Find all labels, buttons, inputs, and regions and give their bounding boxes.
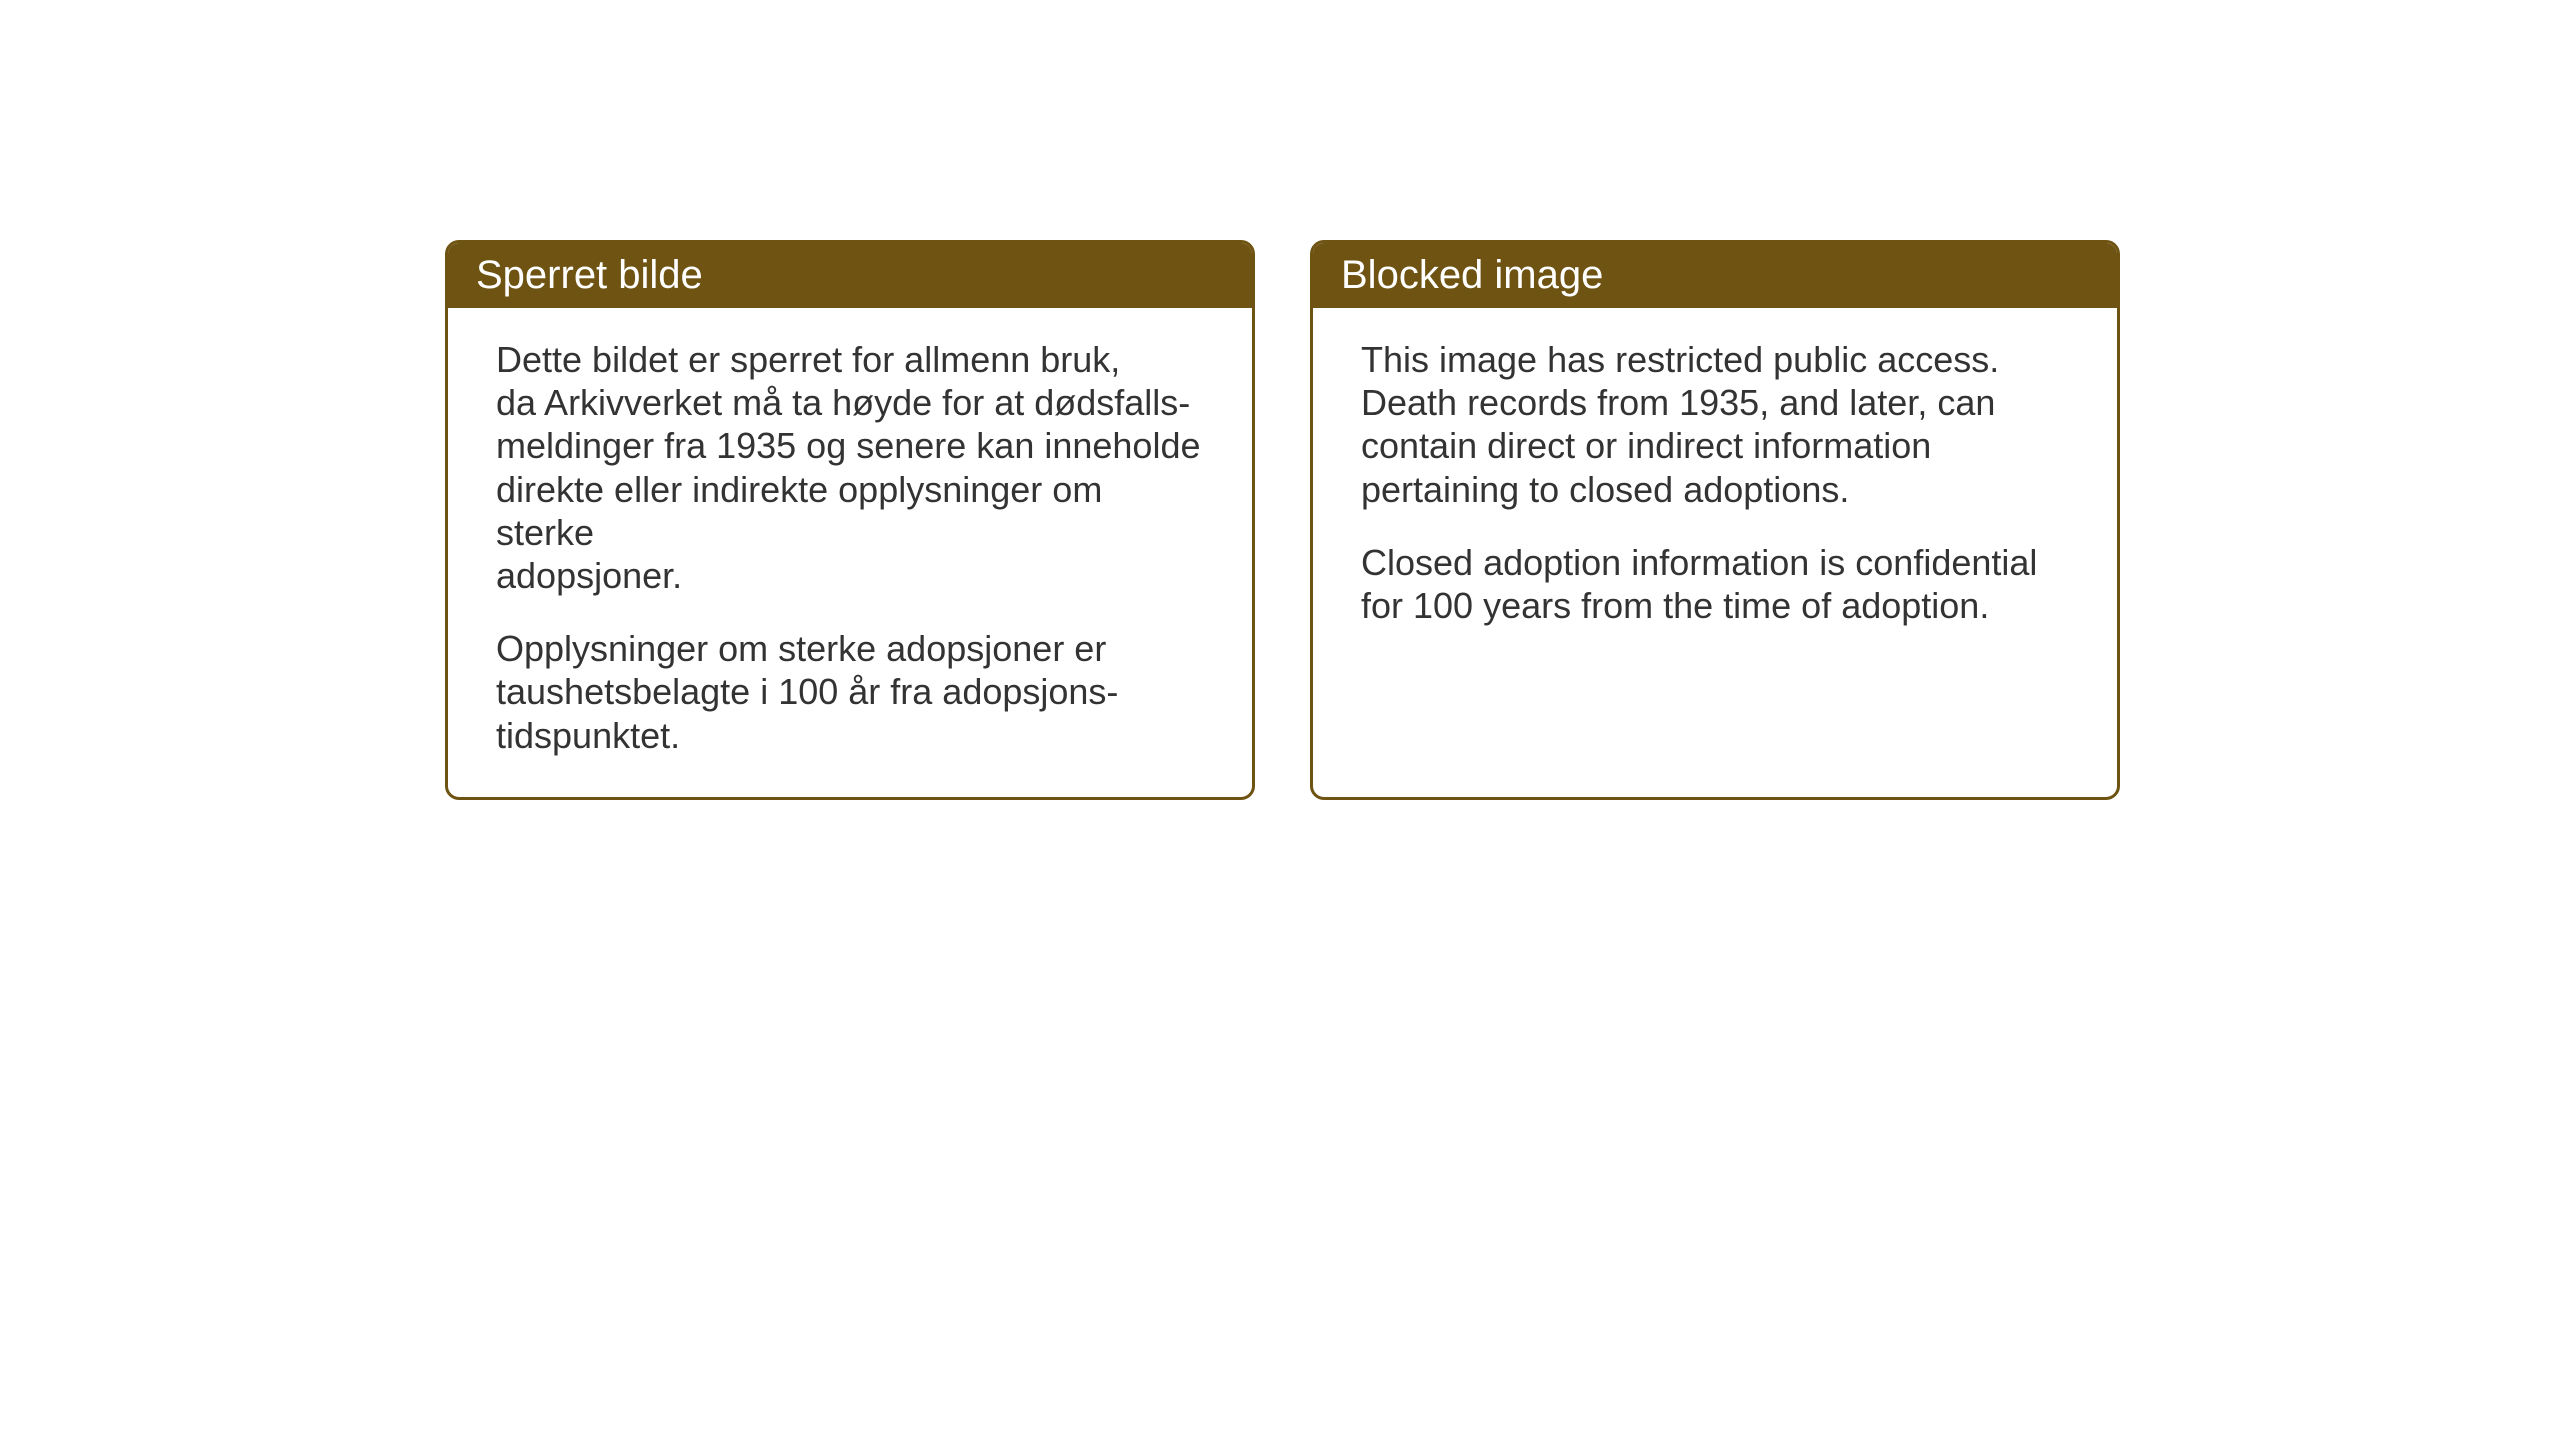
notice-paragraph-1-english: This image has restricted public access.… bbox=[1361, 338, 2069, 511]
notice-header-norwegian: Sperret bilde bbox=[448, 243, 1252, 308]
notice-box-english: Blocked image This image has restricted … bbox=[1310, 240, 2120, 800]
notice-title-english: Blocked image bbox=[1341, 253, 1603, 297]
notice-paragraph-2-english: Closed adoption information is confident… bbox=[1361, 541, 2069, 627]
notice-container: Sperret bilde Dette bildet er sperret fo… bbox=[445, 240, 2120, 800]
notice-paragraph-1-norwegian: Dette bildet er sperret for allmenn bruk… bbox=[496, 338, 1204, 597]
notice-box-norwegian: Sperret bilde Dette bildet er sperret fo… bbox=[445, 240, 1255, 800]
notice-title-norwegian: Sperret bilde bbox=[476, 253, 703, 297]
notice-body-english: This image has restricted public access.… bbox=[1313, 308, 2117, 748]
notice-header-english: Blocked image bbox=[1313, 243, 2117, 308]
notice-body-norwegian: Dette bildet er sperret for allmenn bruk… bbox=[448, 308, 1252, 797]
notice-paragraph-2-norwegian: Opplysninger om sterke adopsjoner er tau… bbox=[496, 627, 1204, 757]
